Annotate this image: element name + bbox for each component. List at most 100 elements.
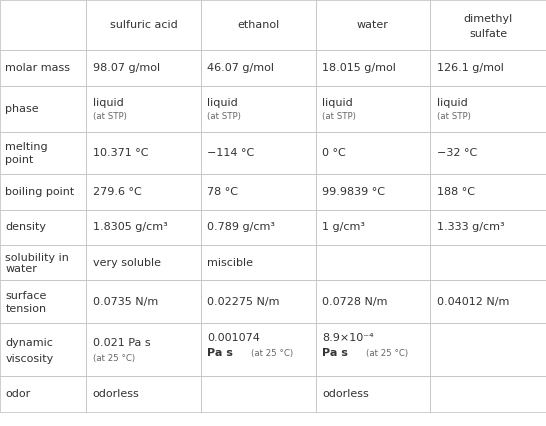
Bar	[86, 132, 201, 174]
Text: water: water	[5, 264, 37, 273]
Bar	[201, 0, 316, 50]
Bar	[0, 323, 86, 376]
Bar	[0, 245, 86, 280]
Text: 0.02275 N/m: 0.02275 N/m	[207, 296, 280, 307]
Bar	[0, 86, 86, 132]
Bar	[316, 210, 430, 245]
Text: liquid: liquid	[437, 98, 467, 108]
Bar	[201, 174, 316, 210]
Bar	[0, 132, 86, 174]
Bar	[201, 86, 316, 132]
Bar	[86, 245, 201, 280]
Text: 279.6 °C: 279.6 °C	[93, 187, 141, 197]
Text: phase: phase	[5, 104, 39, 114]
Bar	[201, 245, 316, 280]
Text: −32 °C: −32 °C	[437, 148, 477, 158]
Text: 126.1 g/mol: 126.1 g/mol	[437, 63, 503, 73]
Text: surface: surface	[5, 291, 47, 301]
Text: Pa s: Pa s	[207, 348, 233, 358]
Bar	[86, 376, 201, 412]
Text: sulfuric acid: sulfuric acid	[110, 20, 177, 30]
Text: boiling point: boiling point	[5, 187, 75, 197]
Bar	[430, 132, 546, 174]
Text: water: water	[357, 20, 389, 30]
Text: (at 25 °C): (at 25 °C)	[251, 349, 293, 358]
Bar	[316, 132, 430, 174]
Text: (at STP): (at STP)	[322, 112, 356, 121]
Text: density: density	[5, 222, 46, 232]
Text: 99.9839 °C: 99.9839 °C	[322, 187, 385, 197]
Text: 0.04012 N/m: 0.04012 N/m	[437, 296, 509, 307]
Bar	[0, 0, 86, 50]
Text: odor: odor	[5, 389, 31, 399]
Bar	[316, 245, 430, 280]
Bar	[430, 280, 546, 323]
Text: 10.371 °C: 10.371 °C	[93, 148, 149, 158]
Text: (at STP): (at STP)	[93, 112, 127, 121]
Bar	[430, 376, 546, 412]
Text: 0 °C: 0 °C	[322, 148, 346, 158]
Text: dynamic: dynamic	[5, 338, 54, 348]
Bar	[430, 245, 546, 280]
Bar	[86, 174, 201, 210]
Bar	[316, 0, 430, 50]
Bar	[430, 50, 546, 86]
Bar	[0, 376, 86, 412]
Bar	[316, 280, 430, 323]
Text: 0.0735 N/m: 0.0735 N/m	[93, 296, 158, 307]
Bar	[316, 86, 430, 132]
Text: sulfate: sulfate	[469, 29, 507, 39]
Bar	[430, 0, 546, 50]
Bar	[86, 323, 201, 376]
Bar	[86, 50, 201, 86]
Bar	[86, 0, 201, 50]
Text: dimethyl: dimethyl	[464, 14, 513, 23]
Text: miscible: miscible	[207, 258, 253, 268]
Bar	[201, 50, 316, 86]
Bar	[86, 86, 201, 132]
Bar	[430, 210, 546, 245]
Text: 0.001074: 0.001074	[207, 333, 260, 343]
Text: point: point	[5, 155, 34, 165]
Text: 98.07 g/mol: 98.07 g/mol	[93, 63, 160, 73]
Bar	[201, 210, 316, 245]
Text: (at STP): (at STP)	[207, 112, 241, 121]
Text: (at STP): (at STP)	[437, 112, 471, 121]
Bar	[201, 132, 316, 174]
Text: melting: melting	[5, 142, 48, 153]
Bar	[316, 174, 430, 210]
Bar	[86, 210, 201, 245]
Text: (at 25 °C): (at 25 °C)	[366, 349, 408, 358]
Bar	[0, 50, 86, 86]
Text: 1 g/cm³: 1 g/cm³	[322, 222, 365, 232]
Bar	[316, 376, 430, 412]
Bar	[0, 174, 86, 210]
Bar	[316, 323, 430, 376]
Text: 0.789 g/cm³: 0.789 g/cm³	[207, 222, 276, 232]
Text: viscosity: viscosity	[5, 354, 54, 363]
Bar	[86, 280, 201, 323]
Text: tension: tension	[5, 304, 46, 314]
Text: liquid: liquid	[322, 98, 353, 108]
Text: 46.07 g/mol: 46.07 g/mol	[207, 63, 275, 73]
Text: 8.9×10⁻⁴: 8.9×10⁻⁴	[322, 333, 374, 343]
Text: (at 25 °C): (at 25 °C)	[93, 354, 135, 363]
Text: liquid: liquid	[207, 98, 238, 108]
Bar	[201, 280, 316, 323]
Text: solubility in: solubility in	[5, 253, 69, 263]
Text: ethanol: ethanol	[237, 20, 280, 30]
Text: 0.021 Pa s: 0.021 Pa s	[93, 338, 151, 348]
Text: odorless: odorless	[93, 389, 140, 399]
Text: 0.0728 N/m: 0.0728 N/m	[322, 296, 388, 307]
Text: 18.015 g/mol: 18.015 g/mol	[322, 63, 396, 73]
Text: odorless: odorless	[322, 389, 369, 399]
Bar	[0, 280, 86, 323]
Text: 78 °C: 78 °C	[207, 187, 239, 197]
Text: very soluble: very soluble	[93, 258, 161, 268]
Text: molar mass: molar mass	[5, 63, 70, 73]
Bar	[430, 323, 546, 376]
Bar	[201, 323, 316, 376]
Bar	[430, 86, 546, 132]
Bar	[316, 50, 430, 86]
Text: −114 °C: −114 °C	[207, 148, 255, 158]
